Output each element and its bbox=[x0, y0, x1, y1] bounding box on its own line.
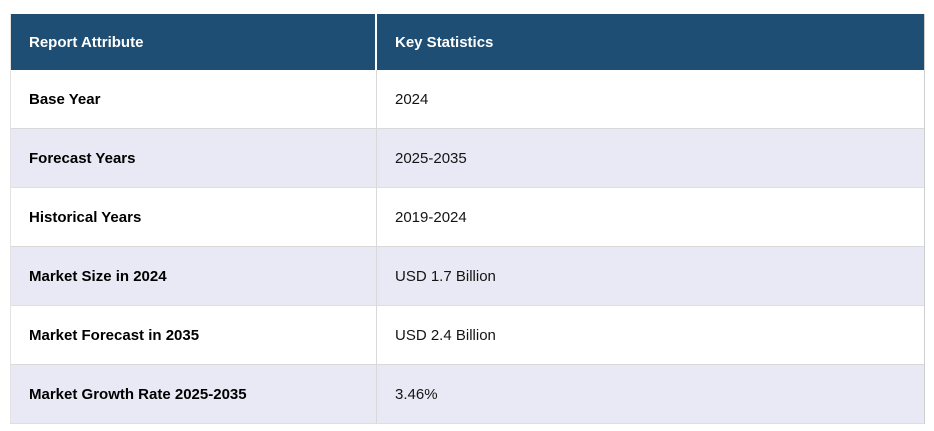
header-key-statistics: Key Statistics bbox=[395, 33, 494, 51]
row-attribute-cell: Market Size in 2024 bbox=[11, 247, 377, 306]
table-row: Base Year 2024 bbox=[11, 70, 924, 129]
header-report-attribute: Report Attribute bbox=[11, 14, 377, 70]
table-row: Market Size in 2024 USD 1.7 Billion bbox=[11, 247, 924, 306]
row-value-cell: 2024 bbox=[377, 70, 924, 129]
row-value-cell: 2019-2024 bbox=[377, 188, 924, 247]
row-value-cell: 2025-2035 bbox=[377, 129, 924, 188]
row-attribute-cell: Base Year bbox=[11, 70, 377, 129]
table-row: Historical Years 2019-2024 bbox=[11, 188, 924, 247]
row-attribute-cell: Market Growth Rate 2025-2035 bbox=[11, 365, 377, 424]
report-attributes-table: Report Attribute Key Statistics Base Yea… bbox=[10, 14, 925, 424]
row-value-cell: 3.46% bbox=[377, 365, 924, 424]
table-row: Forecast Years 2025-2035 bbox=[11, 129, 924, 188]
table-row: Market Forecast in 2035 USD 2.4 Billion bbox=[11, 306, 924, 365]
row-value-cell: USD 1.7 Billion bbox=[377, 247, 924, 306]
table-row: Market Growth Rate 2025-2035 3.46% bbox=[11, 365, 924, 424]
row-attribute-cell: Forecast Years bbox=[11, 129, 377, 188]
row-attribute-cell: Historical Years bbox=[11, 188, 377, 247]
table-header-row: Report Attribute Key Statistics bbox=[11, 14, 924, 70]
row-value-cell: USD 2.4 Billion bbox=[377, 306, 924, 365]
row-attribute-cell: Market Forecast in 2035 bbox=[11, 306, 377, 365]
